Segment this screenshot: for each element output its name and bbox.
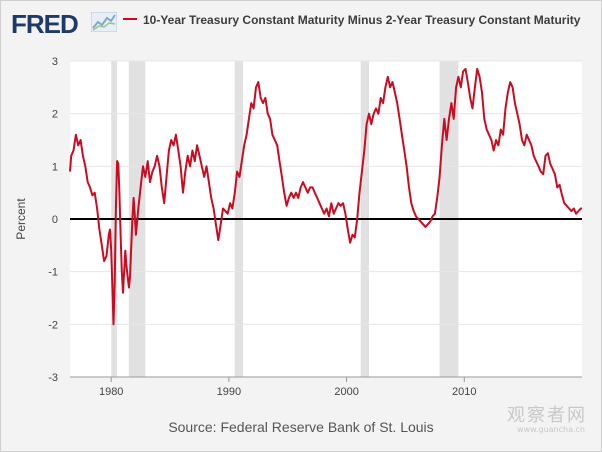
series-line — [69, 67, 582, 326]
y-tick-label: 1 — [52, 161, 58, 173]
x-tick-label: 2000 — [334, 386, 358, 398]
y-tick-label: -3 — [48, 372, 58, 384]
legend-series-name: 10-Year Treasury Constant Maturity Minus… — [143, 13, 581, 27]
y-tick-label: -2 — [48, 319, 58, 331]
chart-legend: 10-Year Treasury Constant Maturity Minus… — [123, 13, 583, 28]
y-tick-label: 0 — [52, 214, 58, 226]
fred-sparkline-icon — [91, 12, 117, 32]
fred-logo[interactable]: FRED — [11, 9, 121, 41]
source-note: Source: Federal Reserve Bank of St. Loui… — [168, 419, 434, 435]
y-axis-label: Percent — [14, 198, 28, 240]
x-tick-label: 1990 — [217, 386, 241, 398]
x-tick-label: 2010 — [452, 386, 476, 398]
legend-swatch — [123, 17, 137, 20]
chart-header: FRED 10-Year Treasury Constant Maturity … — [1, 1, 601, 59]
y-tick-label: 3 — [52, 56, 58, 68]
watermark-text: 观察者网 — [507, 405, 587, 426]
y-tick-label: -1 — [48, 267, 58, 279]
watermark-url: www.guancha.cn — [517, 425, 585, 434]
x-tick-label: 1980 — [99, 386, 123, 398]
fred-logo-text: FRED — [11, 9, 79, 39]
y-tick-label: 2 — [52, 109, 58, 121]
